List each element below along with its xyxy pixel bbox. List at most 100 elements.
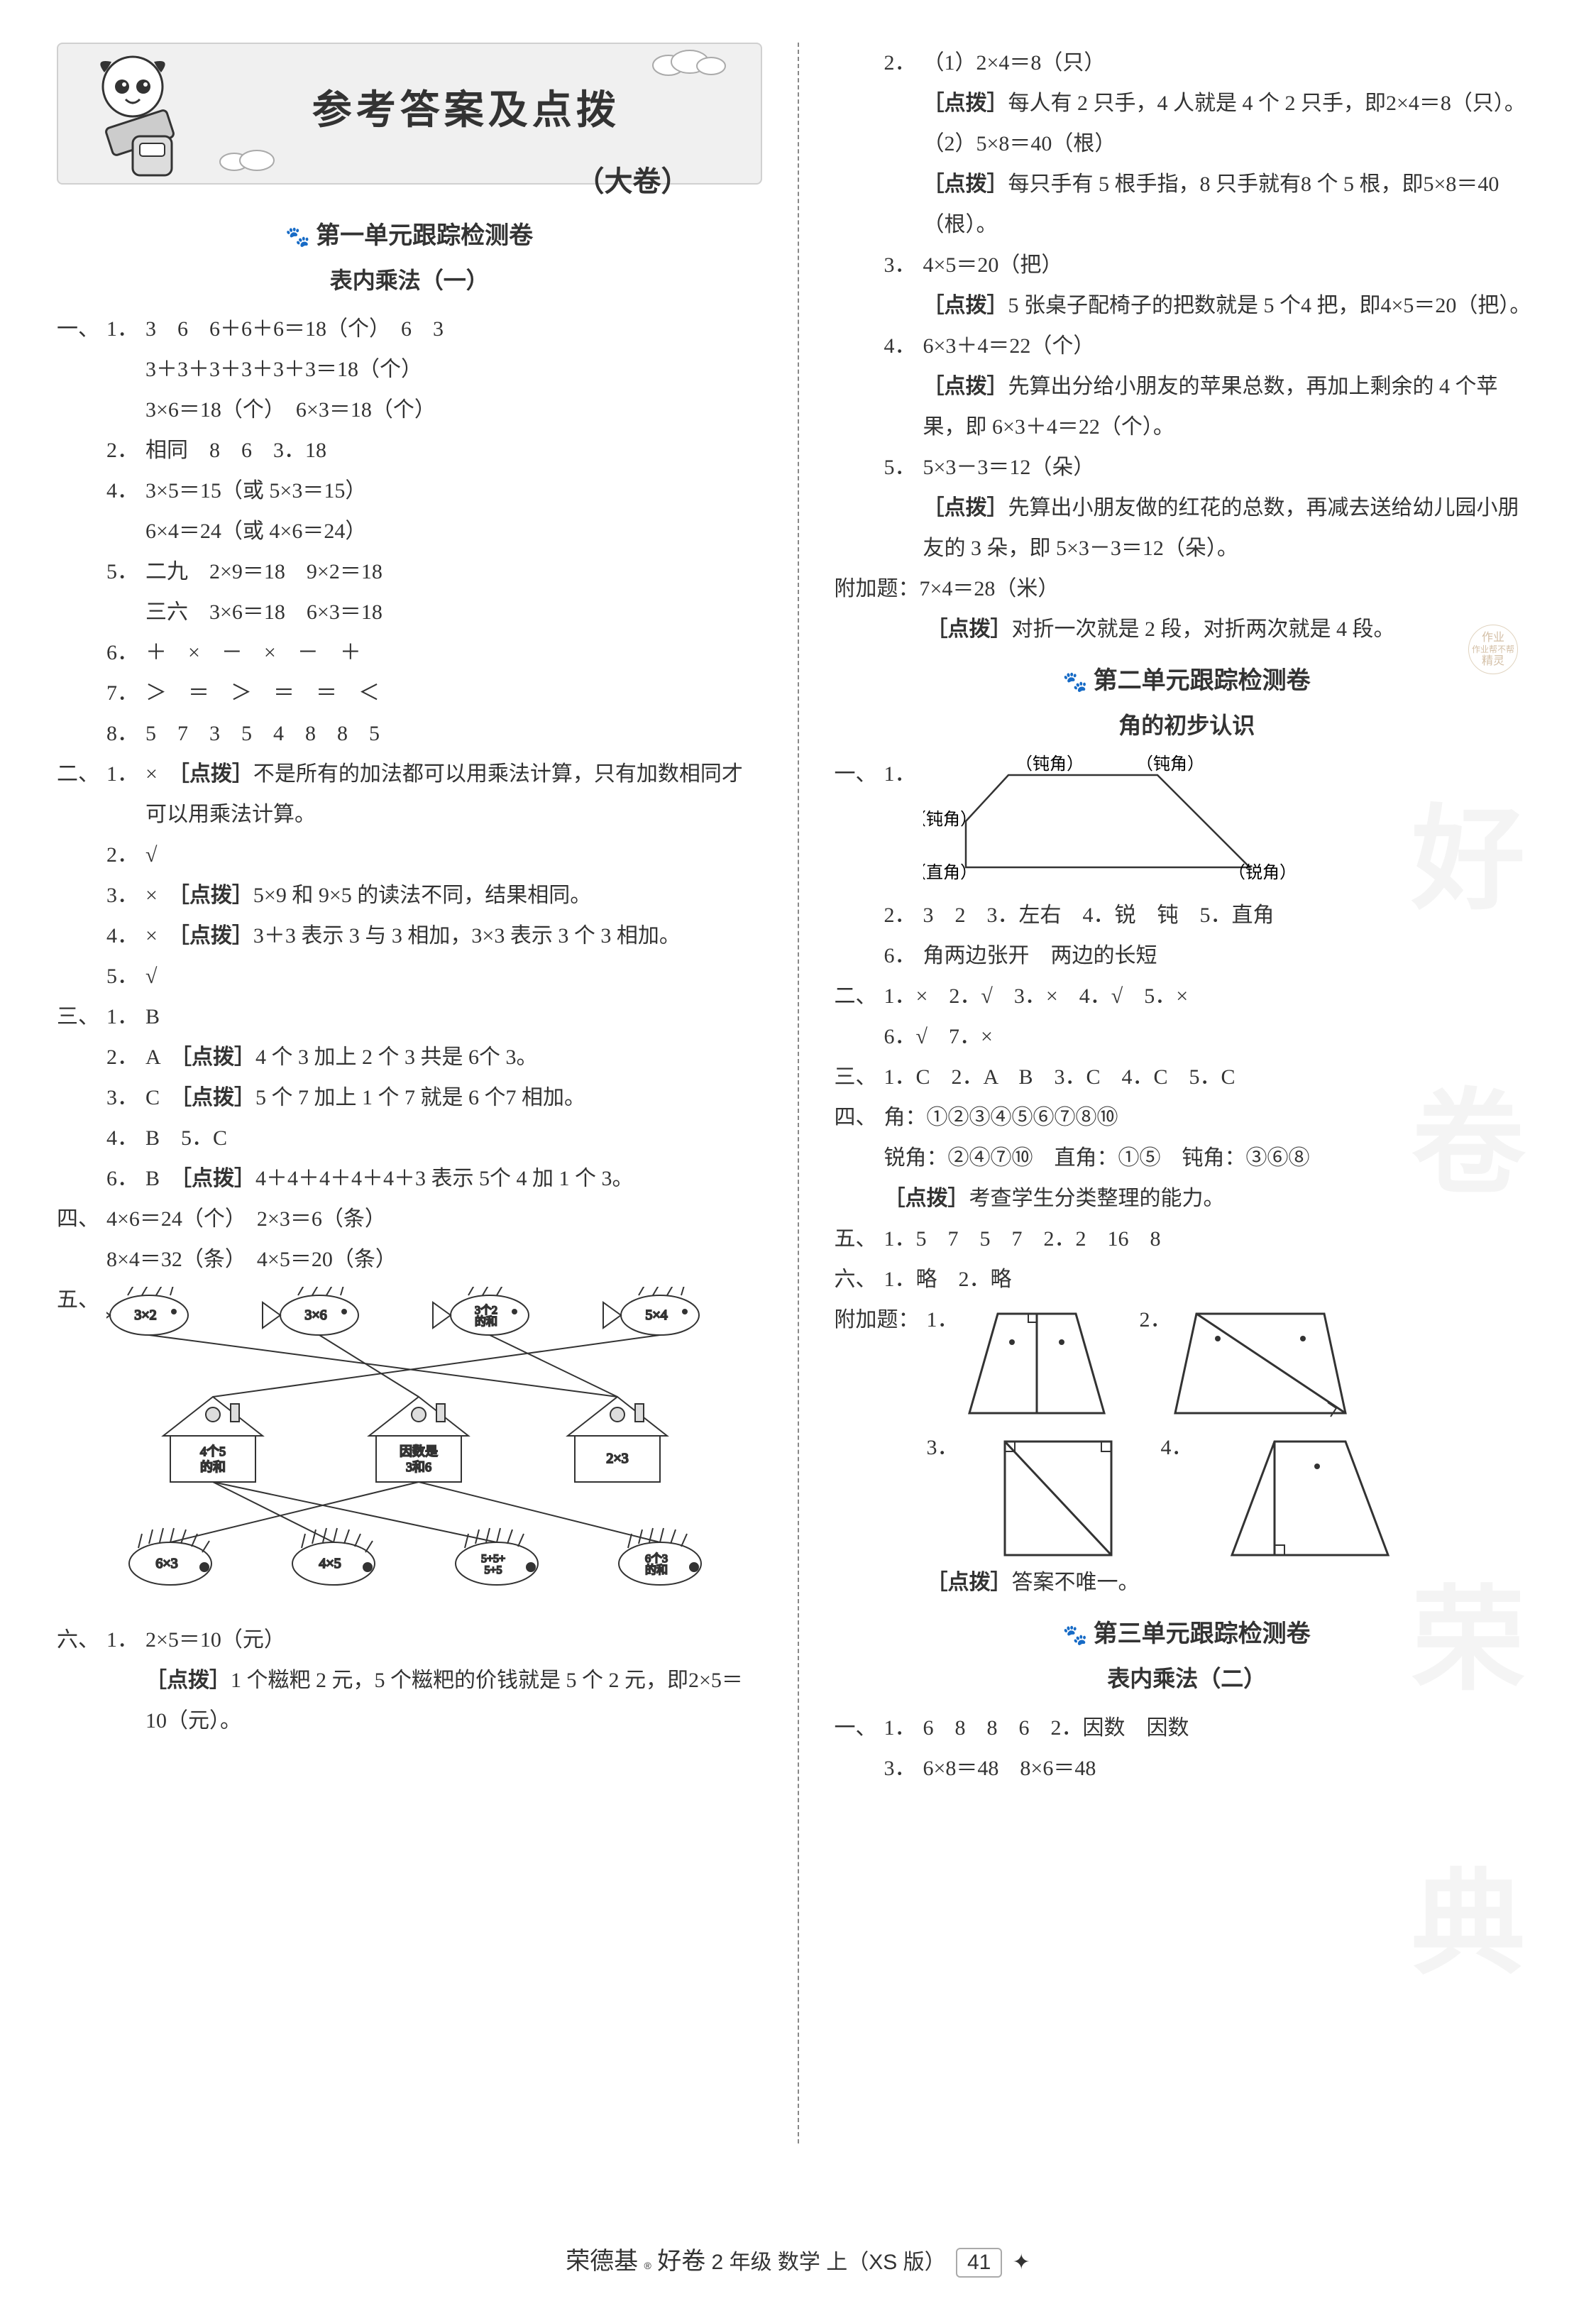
answer-text: 3 6 6＋6＋6＝18（个） 6 3	[145, 309, 762, 349]
hint-text: ［点拨］先算出小朋友做的红花的总数，再减去送给幼儿园小朋友的 3 朵，即 5×3…	[835, 488, 1540, 569]
hint-text: ［点拨］1 个糍粑 2 元，5 个糍粑的价钱就是 5 个 2 元，即2×5＝10…	[57, 1660, 762, 1741]
section-label: 二、	[57, 754, 106, 794]
item-label: 8．	[106, 713, 145, 754]
item-label: 1．	[106, 996, 145, 1037]
section-label: 六、	[835, 1259, 884, 1300]
item-label: 5．	[106, 956, 145, 996]
hint-text: ［点拨］每只手有 5 根手指，8 只手就有8 个 5 根，即5×8＝40（根）。	[835, 164, 1540, 245]
answer-text: B	[145, 996, 762, 1037]
answer-text: 6×4＝24（或 4×6＝24）	[57, 511, 762, 551]
answer-text: 8×4＝32（条） 4×5＝20（条）	[57, 1239, 762, 1280]
hint-text: ［点拨］考查学生分类整理的能力。	[835, 1178, 1540, 1219]
watermark: 典	[1411, 1817, 1525, 2033]
title-banner: 参考答案及点拨 （大卷）	[57, 43, 762, 185]
svg-text:5+5: 5+5	[484, 1564, 502, 1576]
answer-text: （1）2×4＝8（只）	[923, 43, 1540, 83]
answer-text: 锐角：②④⑦⑩ 直角：①⑤ 钝角：③⑥⑧	[835, 1138, 1540, 1178]
svg-text:（钝角）: （钝角）	[1136, 754, 1204, 774]
svg-text:的和: 的和	[475, 1315, 497, 1328]
shape-diagram	[1218, 1427, 1402, 1562]
answer-text: 5 7 3 5 4 8 8 5	[145, 713, 762, 754]
item-label: 6．	[106, 1158, 145, 1199]
item-label: 2．	[884, 895, 923, 935]
answer-text: 6 8 8 6 2．因数 因数	[923, 1708, 1540, 1748]
section-label: 三、	[835, 1057, 884, 1097]
angle-diagram: （钝角） （钝角） （钝角） （直角） （锐角）	[923, 754, 1540, 895]
hint-text: ［点拨］每人有 2 只手，4 人就是 4 个 2 只手，即2×4＝8（只）。	[835, 83, 1540, 123]
answer-text: ＋ × － × － ＋	[145, 632, 762, 673]
svg-text:5×4: 5×4	[645, 1307, 667, 1323]
section-label: 三、	[57, 996, 106, 1037]
item-label: 1．	[884, 1708, 923, 1748]
section-label: 四、	[835, 1097, 884, 1138]
item-label: 6．	[884, 935, 923, 976]
svg-text:（钝角）: （钝角）	[923, 810, 977, 829]
column-divider	[798, 43, 799, 2143]
answer-text: 三六 3×6＝18 6×3＝18	[57, 592, 762, 632]
paw-icon: 🐾	[285, 226, 316, 248]
answer-text: （2）5×8＝40（根）	[835, 123, 1540, 164]
page-footer: 荣德基 ® 好卷 2 年级 数学 上（XS 版） 41 ✦	[0, 2241, 1596, 2278]
answer-text: 1．5 7 5 7 2．2 16 8	[884, 1219, 1540, 1259]
unit1-subtitle: 表内乘法（一）	[57, 259, 762, 302]
section-label: 一、	[57, 309, 106, 349]
svg-text:5+5+: 5+5+	[481, 1553, 505, 1565]
answer-text: 角两边张开 两边的长短	[923, 935, 1540, 976]
answer-text: 6×8＝48 8×6＝48	[923, 1748, 1540, 1789]
answer-text: 二九 2×9＝18 9×2＝18	[145, 551, 762, 592]
paw-icon: 🐾	[1063, 1624, 1094, 1646]
item-label: 4．	[106, 471, 145, 511]
cloud-icon	[214, 148, 285, 172]
stamp-icon: 作业作业帮不帮精灵	[1468, 625, 1518, 674]
item-label: 6．	[106, 632, 145, 673]
answer-text: A ［点拨］4 个 3 加上 2 个 3 共是 6个 3。	[145, 1037, 762, 1077]
answer-text: B 5．C	[145, 1118, 762, 1158]
right-column: 2．（1）2×4＝8（只） ［点拨］每人有 2 只手，4 人就是 4 个 2 只…	[835, 43, 1540, 2143]
extra-question: 附加题：7×4＝28（米）	[835, 569, 1540, 609]
section-label: 一、	[835, 1708, 884, 1748]
answer-text: 5×3－3＝12（朵）	[923, 447, 1540, 488]
item-label: 5．	[106, 551, 145, 592]
section-label: 一、	[835, 754, 884, 794]
item-label: 3．	[884, 245, 923, 285]
mascot-icon	[72, 51, 193, 179]
item-label: 1．	[106, 1620, 145, 1660]
hint-text: ［点拨］对折一次就是 2 段，对折两次就是 4 段。	[835, 609, 1540, 649]
svg-text:（直角）: （直角）	[923, 863, 977, 882]
answer-text: 相同 8 6 3．18	[145, 430, 762, 471]
answer-text: 4×6＝24（个） 2×3＝6（条）	[106, 1199, 762, 1239]
hint-text: ［点拨］答案不唯一。	[835, 1562, 1540, 1603]
answer-text: × ［点拨］不是所有的加法都可以用乘法计算，只有加数相同才可以用乘法计算。	[145, 754, 762, 835]
answer-text: 角：①②③④⑤⑥⑦⑧⑩	[884, 1097, 1540, 1138]
answer-text: 2×5＝10（元）	[145, 1620, 762, 1660]
answer-text: C ［点拨］5 个 7 加上 1 个 7 就是 6 个7 相加。	[145, 1077, 762, 1118]
answer-text: × ［点拨］5×9 和 9×5 的读法不同，结果相同。	[145, 875, 762, 916]
answer-text: 3×5＝15（或 5×3＝15）	[145, 471, 762, 511]
hint-text: ［点拨］先算出分给小朋友的苹果总数，再加上剩余的 4 个苹果，即 6×3＋4＝2…	[835, 366, 1540, 447]
answer-text: ＞ ＝ ＞ ＝ ＝ ＜	[145, 673, 762, 713]
answer-text: √	[145, 956, 762, 996]
item-label: 3．	[884, 1748, 923, 1789]
unit3-subtitle: 表内乘法（二）	[835, 1657, 1540, 1701]
item-label: 3．	[106, 875, 145, 916]
page-number: 41	[956, 2248, 1002, 2278]
svg-text:（锐角）: （锐角）	[1228, 863, 1292, 882]
svg-text:3和6: 3和6	[406, 1460, 431, 1474]
answer-text: 1．× 2．√ 3．× 4．√ 5．× 6．√ 7．×	[884, 976, 1540, 1057]
answer-text: 6×3＋4＝22（个）	[923, 326, 1540, 366]
section-label: 四、	[57, 1199, 106, 1239]
item-label: 2．	[884, 43, 923, 83]
svg-text:2×3: 2×3	[606, 1451, 628, 1466]
svg-text:因数是: 因数是	[400, 1444, 438, 1459]
shape-diagram	[984, 1427, 1133, 1562]
svg-text:（钝角）: （钝角）	[1016, 754, 1084, 774]
item-label: 1．	[106, 754, 145, 794]
left-column: 参考答案及点拨 （大卷） 🐾 第一单元跟踪检测卷 表内乘法（一） 一、1．3 6…	[57, 43, 762, 2143]
svg-text:的和: 的和	[645, 1564, 668, 1576]
section-label: 六、	[57, 1620, 106, 1660]
answer-text: 1．C 2．A B 3．C 4．C 5．C	[884, 1057, 1540, 1097]
extra-question: 附加题： 1． 2．	[835, 1300, 1540, 1420]
item-label: 3．	[106, 1077, 145, 1118]
svg-text:3个2: 3个2	[475, 1304, 497, 1317]
matching-diagram: 3×2 3×6 3个2的和 5×4 4个5的和 因数是3和6 2×3 6×3 4…	[106, 1280, 762, 1620]
